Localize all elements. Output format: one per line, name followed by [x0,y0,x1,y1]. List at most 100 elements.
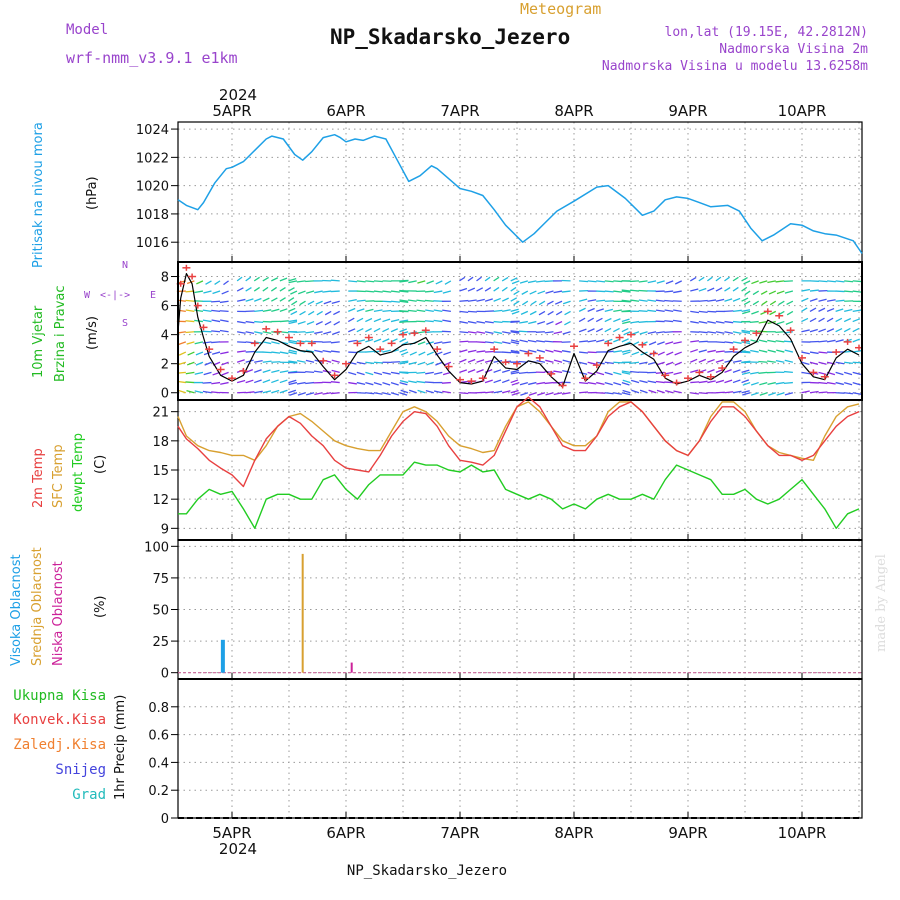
wind-arrow [622,389,631,394]
wind-arrow [510,379,519,384]
wind-arrow [621,338,629,343]
wind-arrow [279,297,286,302]
panel-frame [177,121,863,263]
wind-arrow [826,299,836,302]
wind-arrow [818,298,827,302]
wind-arrow [715,320,725,324]
wind-arrow [690,381,700,384]
wind-arrow [742,381,751,386]
wind-arrow [750,371,759,375]
wind-arrow [195,361,204,366]
x-tick-label-top: 8APR [554,102,593,120]
wind-arrow [562,331,571,335]
wind-arrow [288,351,297,355]
wind-arrow [544,331,554,334]
wind-arrow [271,308,280,313]
wind-arrow [202,390,212,394]
wind-arrow [595,327,603,333]
wind-arrow [672,319,682,323]
wind-arrow [530,300,537,306]
wind-arrow [562,359,571,363]
wind-arrow [835,371,844,376]
wind-arrow [715,276,722,282]
wind-arrow [528,381,537,386]
wind-arrow [467,331,477,334]
wind-arrow [331,369,340,374]
wind-arrow [390,318,400,323]
wind-arrow [467,299,477,302]
wind-arrow [758,371,768,374]
x-tick-label-top: 7APR [440,102,479,120]
wind-arrow [288,277,297,282]
wind-arrow [690,288,699,292]
compass-east: E [150,290,156,301]
wind-arrow [459,340,469,343]
wind-arrow [365,361,375,365]
wind-arrow [426,351,435,356]
x-tick-label-bottom: 8APR [554,824,593,842]
y-tick-label: 18 [152,435,169,450]
wind-arrow [587,307,595,312]
wind-arrow [237,350,246,353]
wind-arrow [741,331,751,334]
wind-arrow [221,371,229,376]
wind-arrow [587,339,597,343]
wind-arrow [356,280,366,283]
wind-arrow [245,276,252,282]
wind-arrow [510,330,520,333]
wind-arrow [621,289,631,292]
wind-arrow [382,392,391,396]
wind-arrow [348,371,357,376]
wind-arrow [743,280,751,285]
wind-arrow [348,280,358,283]
wind-arrow [621,381,630,386]
wind-arrow [596,280,606,283]
wind-arrow [715,350,725,353]
wind-arrow [674,280,683,285]
wind-arrow [407,309,417,313]
wind-arrow [324,320,332,326]
wind-arrow [537,320,546,325]
wind-arrow [724,379,733,384]
wind-arrow [306,392,315,396]
wind-arrow [288,339,298,343]
wind-arrow [316,310,323,316]
wind-arrow [356,308,365,313]
wind-arrow [596,371,605,376]
wind-arrow [493,331,503,335]
wind-arrow [223,280,229,286]
wind-arrow [621,299,631,302]
wind-arrow [579,391,589,394]
wind-arrow [621,318,630,323]
wind-arrow [365,308,374,313]
wind-arrow [441,381,451,384]
wind-arrow [707,380,716,384]
wind-arrow [433,390,443,394]
wind-arrow [399,319,409,323]
wind-arrow [673,290,682,294]
y-tick-label: 0 [161,387,169,402]
wind-arrow [741,351,751,354]
wind-arrow [485,391,494,394]
wind-arrow [236,359,245,363]
wind-arrow [698,380,708,384]
wind-arrow [587,280,597,283]
wind-arrow [271,297,278,302]
wind-arrow [587,381,597,385]
wind-arrow [476,331,486,334]
label-cloud-mid: Srednja Oblacnost [30,547,45,666]
wind-arrow [288,319,298,323]
wind-arrow [758,320,768,324]
wind-arrow [315,300,323,305]
wind-arrow [741,309,751,313]
wind-arrow [288,307,296,312]
wind-arrow [638,310,648,313]
wind-arrow [365,327,372,333]
wind-arrow [279,370,289,374]
wind-arrow [622,379,631,384]
wind-arrow [390,392,400,396]
wind-arrow [305,349,315,353]
wind-arrow [253,297,262,302]
wind-arrow [579,351,588,354]
wind-arrow [373,392,383,395]
